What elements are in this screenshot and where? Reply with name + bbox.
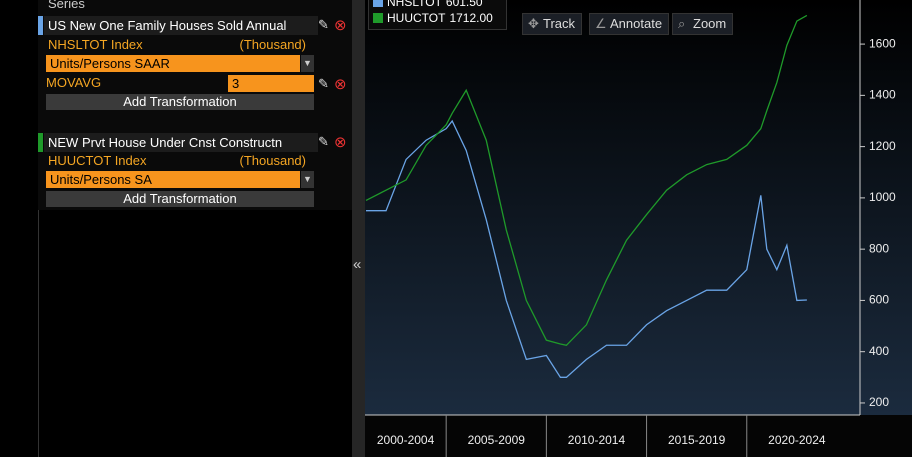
toolbar-icon: ⌕ [678, 16, 686, 31]
delete-icon[interactable]: ⊗ [334, 134, 347, 151]
panel-header: Series [48, 0, 85, 11]
toolbar-label: Annotate [610, 16, 663, 31]
legend-entry: HUUCTOT 1712.00 [373, 10, 493, 26]
toolbar-icon: ∠ [595, 16, 607, 31]
x-tick-label: 2010-2014 [568, 433, 626, 447]
series-title[interactable]: US New One Family Houses Sold Annual [44, 16, 318, 35]
y-tick-label: 1600 [869, 36, 896, 50]
legend-value: 601.50 [445, 0, 483, 9]
toolbar-button[interactable]: ∠ Annotate [589, 13, 670, 35]
edit-icon[interactable]: ✎ [318, 76, 329, 91]
panel-border [38, 0, 39, 457]
legend: NHSLTOT 601.50 HUUCTOT 1712.00 [368, 0, 507, 30]
y-tick-label: 1400 [869, 88, 896, 102]
color-tag [38, 16, 43, 35]
transform-dropdown[interactable]: Units/Persons SAAR [46, 55, 300, 72]
study-value[interactable]: 3 [228, 75, 314, 92]
plot-background [365, 0, 912, 415]
ticker-row: NHSLTOT Index (Thousand) [44, 36, 314, 54]
delete-icon[interactable]: ⊗ [334, 76, 347, 93]
series-line [365, 14, 808, 346]
study: MOVAVG [46, 75, 102, 90]
legend-value: 1712.00 [449, 11, 493, 25]
add-transformation[interactable]: Add Transformation [46, 94, 314, 110]
splitter[interactable]: « [352, 0, 365, 457]
legend-name: NHSLTOT [387, 0, 442, 9]
x-tick-label: 2000-2004 [377, 433, 435, 447]
legend-swatch [373, 13, 383, 23]
y-tick-label: 800 [869, 241, 889, 255]
x-tick-label: 2015-2019 [668, 433, 726, 447]
x-axis-band [365, 415, 912, 457]
edit-icon[interactable]: ✎ [318, 17, 329, 32]
series-title[interactable]: NEW Prvt House Under Cnst Constructn [44, 133, 318, 152]
edit-icon[interactable]: ✎ [318, 134, 329, 149]
y-tick-label: 1200 [869, 139, 896, 153]
ticker: HUUCTOT Index [48, 153, 147, 168]
series-panel: Series US New One Family Houses Sold Ann… [38, 0, 352, 210]
ticker: NHSLTOT Index [48, 37, 143, 52]
y-tick-label: 400 [869, 344, 889, 358]
x-tick-label: 2020-2024 [768, 433, 826, 447]
collapse-icon[interactable]: « [353, 256, 362, 273]
dropdown-arrow[interactable]: ▼ [301, 55, 314, 72]
toolbar-button[interactable]: ⌕ Zoom [672, 13, 734, 35]
legend-swatch [373, 0, 383, 7]
toolbar-button[interactable]: ✥ Track [522, 13, 583, 35]
transform-dropdown[interactable]: Units/Persons SA [46, 171, 300, 188]
y-tick-label: 600 [869, 293, 889, 307]
toolbar-label: Zoom [693, 16, 727, 31]
y-tick-label: 200 [869, 395, 889, 409]
add-transformation[interactable]: Add Transformation [46, 191, 314, 207]
x-tick-label: 2005-2009 [468, 433, 526, 447]
legend-name: HUUCTOT [387, 11, 446, 25]
dropdown-arrow[interactable]: ▼ [301, 171, 314, 188]
color-tag [38, 133, 43, 152]
legend-entry: NHSLTOT 601.50 [373, 0, 483, 10]
ticker-row: HUUCTOT Index (Thousand) [44, 152, 314, 170]
toolbar-label: Track [543, 16, 576, 31]
series-line [366, 119, 807, 378]
unit: (Thousand) [239, 153, 306, 168]
unit: (Thousand) [239, 37, 306, 52]
toolbar-icon: ✥ [528, 16, 539, 31]
y-tick-label: 1000 [869, 190, 896, 204]
delete-icon[interactable]: ⊗ [334, 17, 347, 34]
chart: 200 400 600 800 1000 1200 1400 1600 2000-2004 200… [365, 0, 912, 457]
